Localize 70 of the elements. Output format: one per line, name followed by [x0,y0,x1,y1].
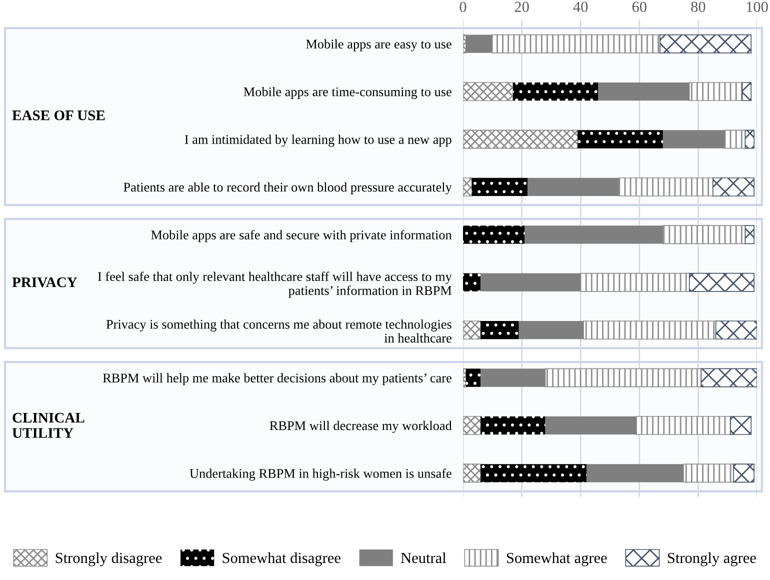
bar [598,82,690,101]
bar [700,368,757,388]
bar [492,34,660,54]
legend-label: Somewhat agree [506,552,607,566]
bar [730,416,752,435]
bar [578,130,663,148]
y-tick-label: RBPM will help me make better decisions about my patients’ care [102,373,452,386]
x-tick-label: 20 [514,2,529,12]
bar [463,416,482,435]
bar [586,464,684,482]
x-tick-label: 40 [573,2,588,12]
legend-label: Neutral [400,552,446,564]
bar [528,178,619,196]
bar [683,464,734,483]
y-tick-label: Mobile apps are easy to use [306,39,452,52]
bar [480,416,546,435]
y-tick-label: Privacy is something that concerns me about remote technologies in healthcare [106,319,452,343]
x-tick-label: 0 [460,2,466,12]
bar [712,177,754,196]
y-tick-label: Patients are able to record their own blood pressure accurately [124,182,452,194]
bar [733,464,754,483]
bar [744,225,754,244]
bar [463,320,482,340]
bar [518,320,584,340]
bar [545,416,636,435]
y-tick-label: I am intimidated by learning how to use a new app [184,134,452,147]
bar [463,34,466,54]
band-label: PRIVACY [12,277,78,288]
legend-label: Strongly agree [668,552,756,566]
bar [660,34,752,54]
bar [480,464,586,482]
bar [662,225,746,244]
bar [463,226,525,244]
bar [463,130,578,149]
bar [544,368,702,388]
bar [688,82,743,102]
bar [463,273,481,292]
bar [688,272,754,292]
bar [715,320,757,340]
bar [463,464,482,483]
legend-label: Strongly disagree [56,552,162,566]
bar [512,82,598,101]
y-tick-label: Undertaking RBPM in high-risk women is unsafe [190,468,452,481]
x-tick-label: 100 [746,2,768,12]
bar [466,368,481,387]
bar [463,177,472,196]
y-tick-label: RBPM will decrease my workload [270,420,452,433]
bar [744,130,754,149]
bar [466,34,492,53]
y-tick-label: I feel safe that only relevant healthcare staff will have access to my patients’ information in RBPM [98,272,452,298]
bar [480,320,519,340]
bar [662,130,725,148]
bar [480,368,546,387]
bar [524,226,663,244]
y-tick-label: Mobile apps are safe and secure with private information [151,230,452,242]
bar [480,273,581,292]
band-label: CLINICAL UTILITY [12,412,84,438]
bar [583,320,716,340]
bar [463,82,514,102]
bar [636,416,731,435]
y-tick-label: Mobile apps are time-consuming to use [244,86,452,99]
x-tick-label: 80 [691,2,706,12]
bar [580,272,690,292]
bar [742,82,752,102]
x-tick-label: 60 [632,2,646,12]
bar [724,130,746,149]
legend-label: Somewhat disagree [222,552,340,566]
bar [472,178,528,196]
band-label: EASE OF USE [12,110,105,120]
bar [618,177,714,196]
